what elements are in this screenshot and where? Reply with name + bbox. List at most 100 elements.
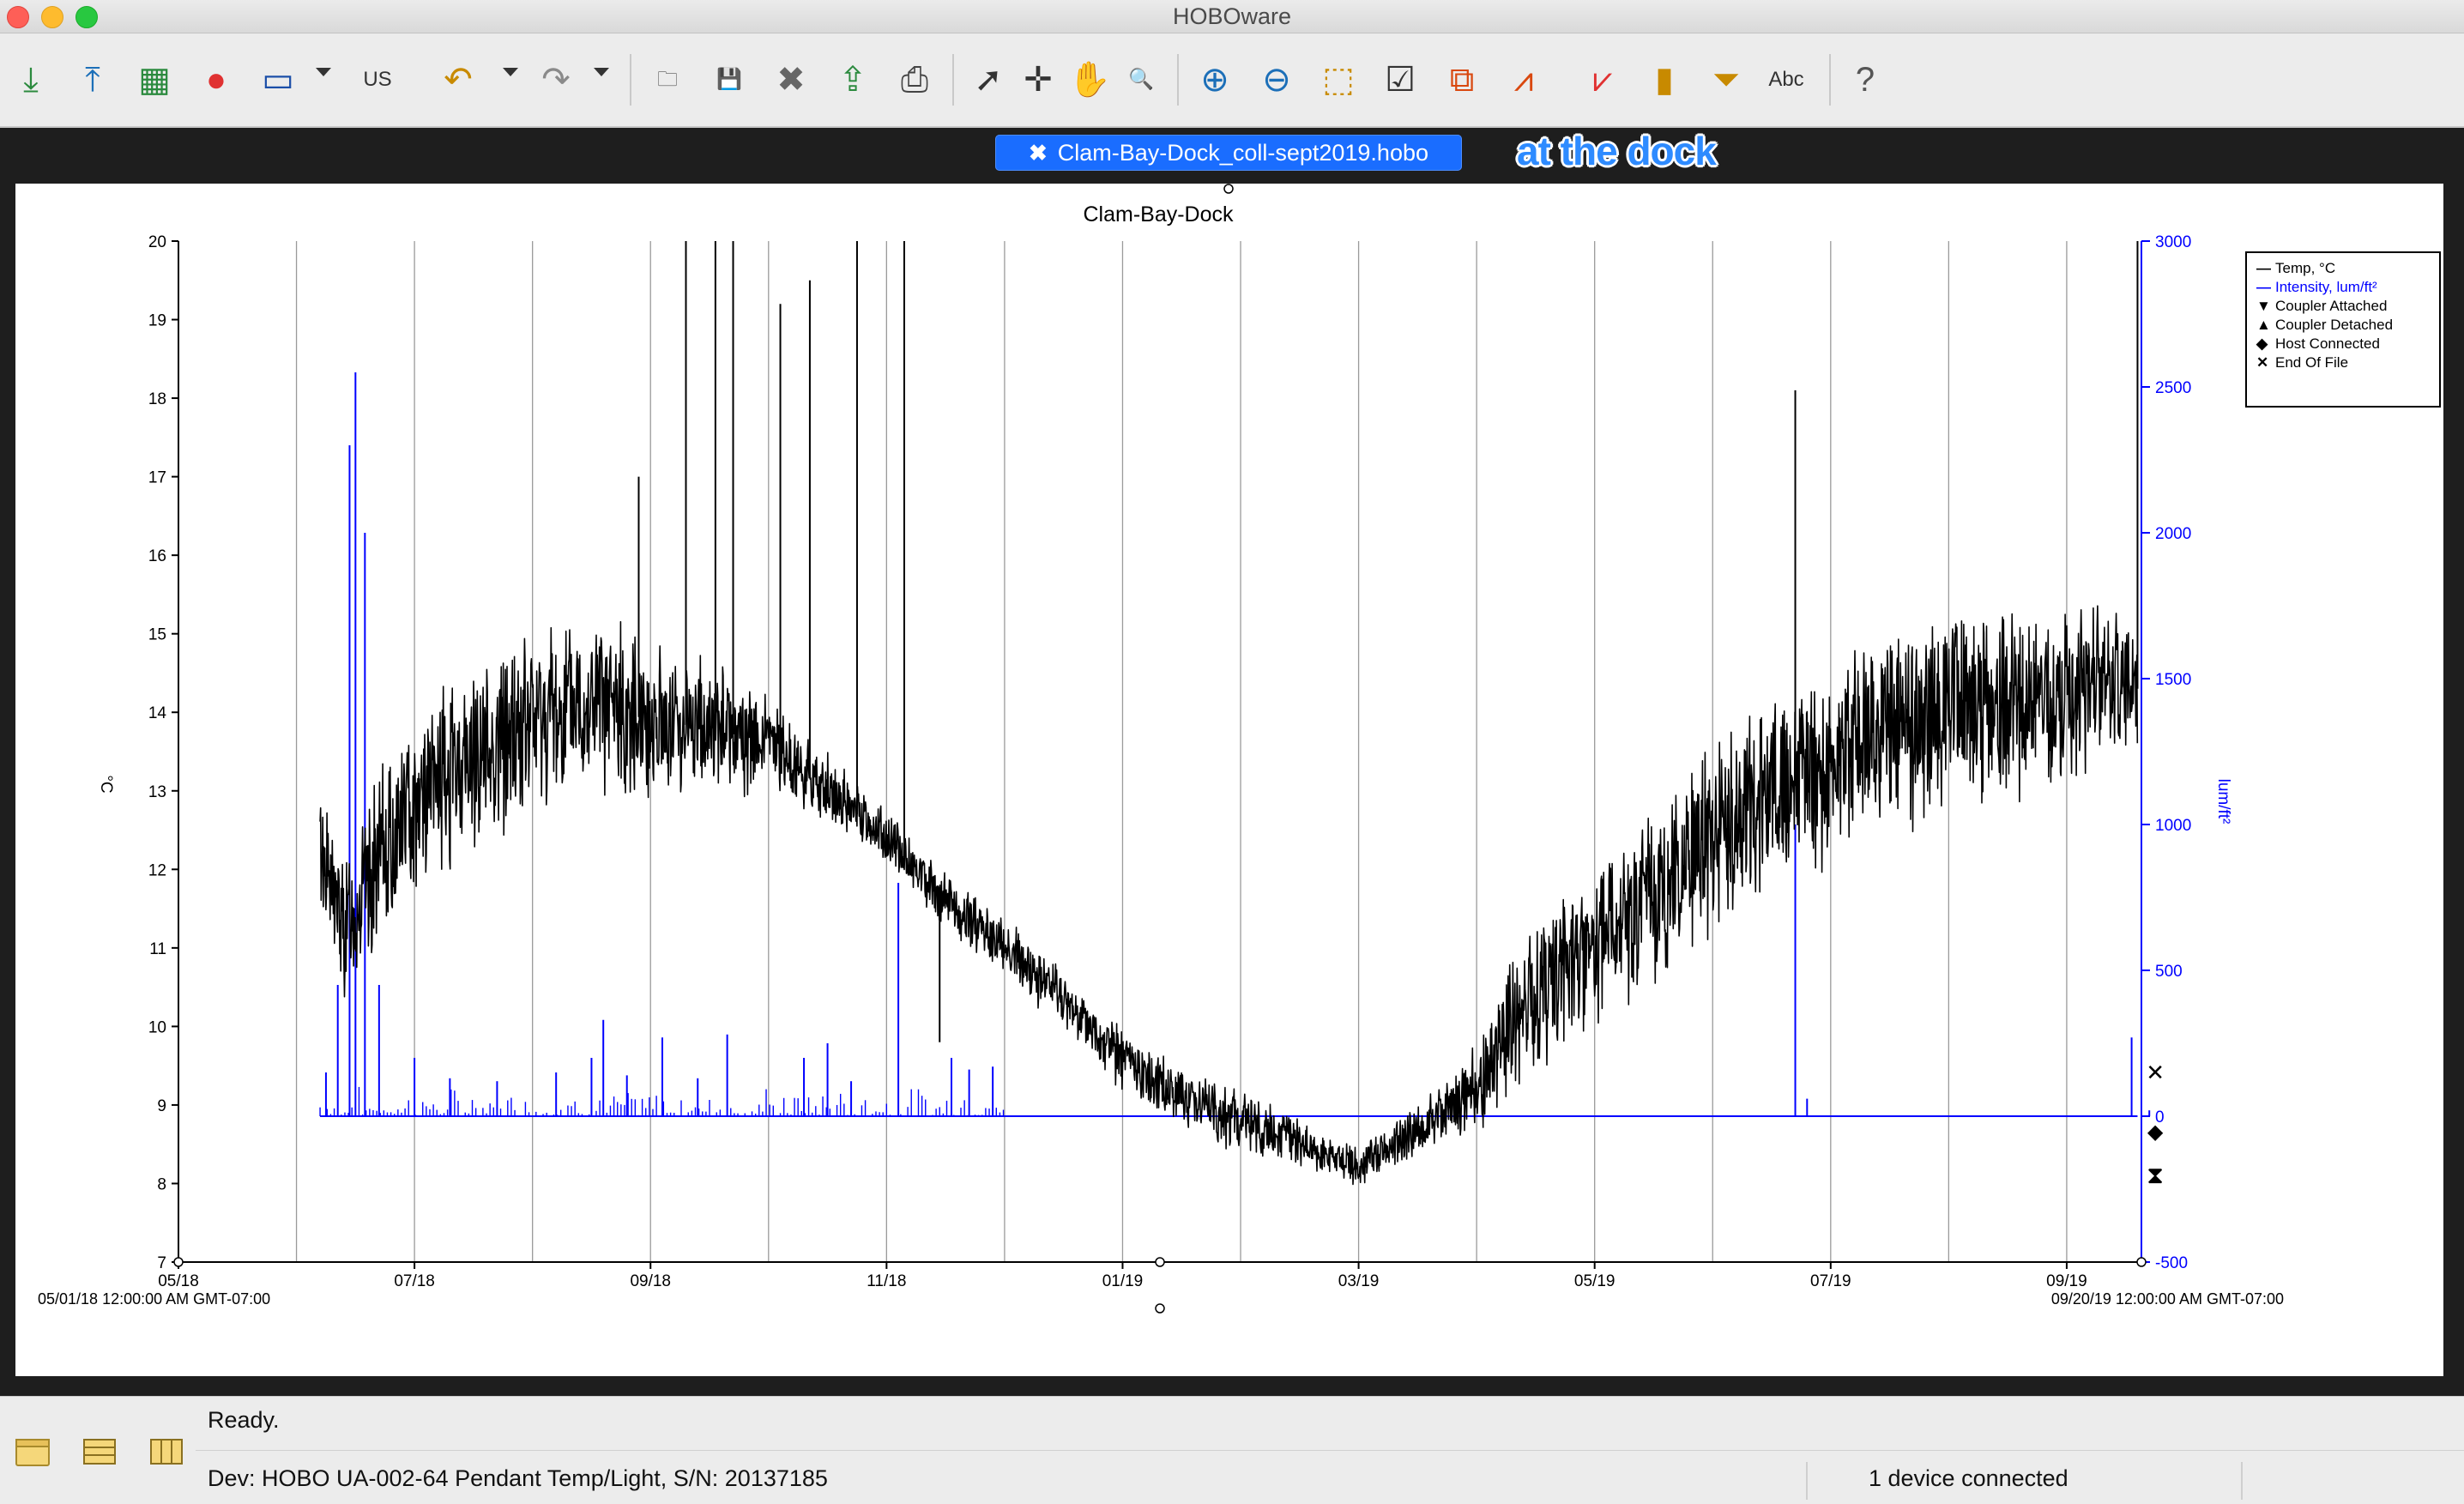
y-tick-label-left: 20 — [148, 233, 166, 251]
pan-hand-icon[interactable]: ✋ — [1068, 61, 1111, 99]
open-folder-icon[interactable]: 🗀 — [657, 68, 678, 91]
x-start-label: 05/01/18 12:00:00 AM GMT-07:00 — [38, 1290, 270, 1308]
window-close-button[interactable] — [7, 6, 29, 28]
crosshair-icon[interactable]: ✛ — [1024, 61, 1053, 99]
device-info: Dev: HOBO UA-002-64 Pendant Temp/Light, … — [208, 1465, 828, 1491]
status-icon[interactable]: ▦ — [138, 61, 171, 99]
export-icon[interactable]: ⇪ — [838, 61, 867, 99]
record-icon[interactable]: ● — [205, 61, 227, 99]
x-end-label: 09/20/19 12:00:00 AM GMT-07:00 — [2051, 1290, 2284, 1308]
y-axis-label-right: lum/ft² — [2214, 779, 2232, 824]
status-divider — [196, 1450, 2464, 1451]
y-tick-label-left: 9 — [157, 1097, 166, 1115]
status-separator — [2241, 1462, 2243, 1500]
zoom-box-icon[interactable]: ⬚ — [1322, 61, 1355, 99]
tab-close-icon[interactable]: ✖ — [1028, 139, 1048, 166]
annotation-label: at the dock — [1517, 129, 1717, 173]
status-text: Ready. — [208, 1407, 280, 1433]
y-tick-label-left: 13 — [148, 783, 166, 801]
y-tick-label-right: -500 — [2155, 1254, 2188, 1272]
chevron-down-icon[interactable] — [316, 68, 331, 76]
legend-symbol: ✕ — [2256, 354, 2268, 371]
undo-icon[interactable]: ↶ — [444, 61, 473, 99]
toolbar-separator — [630, 54, 631, 106]
chart[interactable]: Clam-Bay-Dock 7 8 9 10 11 12 13 14 15 16 17 18 19 20 °C… — [15, 184, 2443, 1376]
zoom-out-icon[interactable]: ⊖ — [1262, 61, 1291, 99]
pointer-icon[interactable]: ➚ — [974, 61, 1003, 99]
axis-handle — [1155, 1303, 1165, 1314]
status-bar: Ready. Dev: HOBO UA-002-64 Pendant Temp/… — [0, 1396, 2464, 1504]
y-tick-label-left: 12 — [148, 861, 166, 879]
temperature-line — [319, 605, 2139, 1186]
coupler-marker: ⧗ — [2147, 1162, 2164, 1188]
x-tick-label: 09/18 — [630, 1272, 671, 1290]
y-tick-label-left: 19 — [148, 312, 166, 330]
y-tick-label-right: 3000 — [2155, 233, 2191, 251]
series-b-icon[interactable]: ⩘ — [1513, 61, 1534, 99]
axis-handle — [2136, 1257, 2147, 1267]
file-tab-label: Clam-Bay-Dock_coll-sept2019.hobo — [1057, 139, 1428, 166]
legend-symbol: — — [2256, 279, 2271, 295]
y-tick-label-right: 2000 — [2155, 525, 2191, 543]
series-a-icon[interactable]: ⧉ — [1449, 61, 1475, 99]
x-tick-label: 09/19 — [2046, 1272, 2087, 1290]
magnify-icon[interactable]: 🔍 — [1128, 68, 1154, 91]
device-icon[interactable]: ▭ — [262, 61, 294, 99]
legend-label: Coupler Detached — [2275, 317, 2393, 333]
toolbar-separator — [1829, 54, 1831, 106]
y-tick-label-left: 15 — [148, 626, 166, 644]
series-c-icon[interactable]: ⩗ — [1592, 61, 1613, 99]
y-tick-label-right: 1000 — [2155, 817, 2191, 835]
legend-box — [2245, 251, 2441, 408]
details-pane-icon[interactable] — [12, 1431, 53, 1472]
y-axis-label-left: °C — [97, 775, 115, 793]
connection-status: 1 device connected — [1869, 1465, 2068, 1491]
toolbar: ⤓ ⤒ ▦ ● ▭ US ↶ ↷ 🗀 💾 ✖ ⇪ ⎙ ➚ ✛ ✋ 🔍 ⊕ ⊖ ⬚ ☑ ⧉ ⩘ ⩗ ▮ ⏷ Abc? — [0, 33, 2464, 128]
legend-label: Temp, °C — [2275, 260, 2335, 276]
file-tab[interactable]: ✖ Clam-Bay-Dock_coll-sept2019.hobo — [995, 135, 1462, 171]
redo-icon[interactable]: ↷ — [541, 61, 571, 99]
check-series-icon[interactable]: ☑ — [1385, 61, 1416, 99]
axis-handle — [1223, 184, 1234, 194]
x-tick-label: 01/19 — [1102, 1272, 1144, 1290]
plot-panel[interactable]: Clam-Bay-Dock 7 8 9 10 11 12 13 14 15 16 17 18 19 20 °C… — [15, 184, 2443, 1376]
points-table-icon[interactable] — [79, 1431, 120, 1472]
legend-label: End Of File — [2275, 354, 2348, 371]
toolbar-separator — [1177, 54, 1179, 106]
zoom-in-icon[interactable]: ⊕ — [1200, 61, 1229, 99]
y-tick-label-left: 14 — [148, 704, 167, 722]
y-tick-label-right: 500 — [2155, 963, 2183, 981]
y-tick-label-left: 16 — [148, 547, 166, 565]
readout-icon[interactable]: ⤓ — [23, 61, 39, 99]
y-tick-label-left: 17 — [148, 469, 166, 487]
legend-label: Coupler Attached — [2275, 298, 2387, 314]
window-minimize-button[interactable] — [41, 6, 63, 28]
ruler-icon[interactable]: ▮ — [1654, 61, 1674, 99]
legend-label: Host Connected — [2275, 335, 2380, 352]
y-tick-label-left: 11 — [149, 940, 166, 958]
legend-symbol: ▲ — [2256, 317, 2271, 333]
window-zoom-button[interactable] — [75, 6, 98, 28]
print-icon[interactable]: ⎙ — [901, 61, 928, 99]
help-icon[interactable]: ? — [1855, 61, 1875, 99]
launch-icon[interactable]: ⤒ — [85, 61, 100, 99]
status-separator — [1806, 1462, 1808, 1500]
x-tick-label: 11/18 — [867, 1272, 906, 1290]
y-tick-label-left: 8 — [157, 1175, 166, 1193]
y-tick-label-left: 18 — [148, 390, 166, 408]
column-view-icon[interactable] — [146, 1431, 187, 1472]
units-icon[interactable]: US — [363, 68, 392, 91]
axis-handle — [1155, 1257, 1165, 1267]
chevron-down-icon[interactable] — [503, 68, 518, 76]
save-icon[interactable]: 💾 — [716, 68, 742, 91]
x-tick-label: 07/18 — [394, 1272, 435, 1290]
close-file-icon[interactable]: ✖ — [776, 61, 806, 99]
text-label-icon[interactable]: Abc — [1768, 68, 1804, 91]
chevron-down-icon[interactable] — [594, 68, 609, 76]
x-tick-label: 05/19 — [1574, 1272, 1615, 1290]
y-tick-label-right: 2500 — [2155, 379, 2191, 397]
filter-icon[interactable]: ⏷ — [1712, 61, 1740, 99]
y-tick-label-right: 1500 — [2155, 671, 2191, 689]
axis-handle — [173, 1257, 184, 1267]
legend-symbol: ◆ — [2256, 335, 2268, 352]
